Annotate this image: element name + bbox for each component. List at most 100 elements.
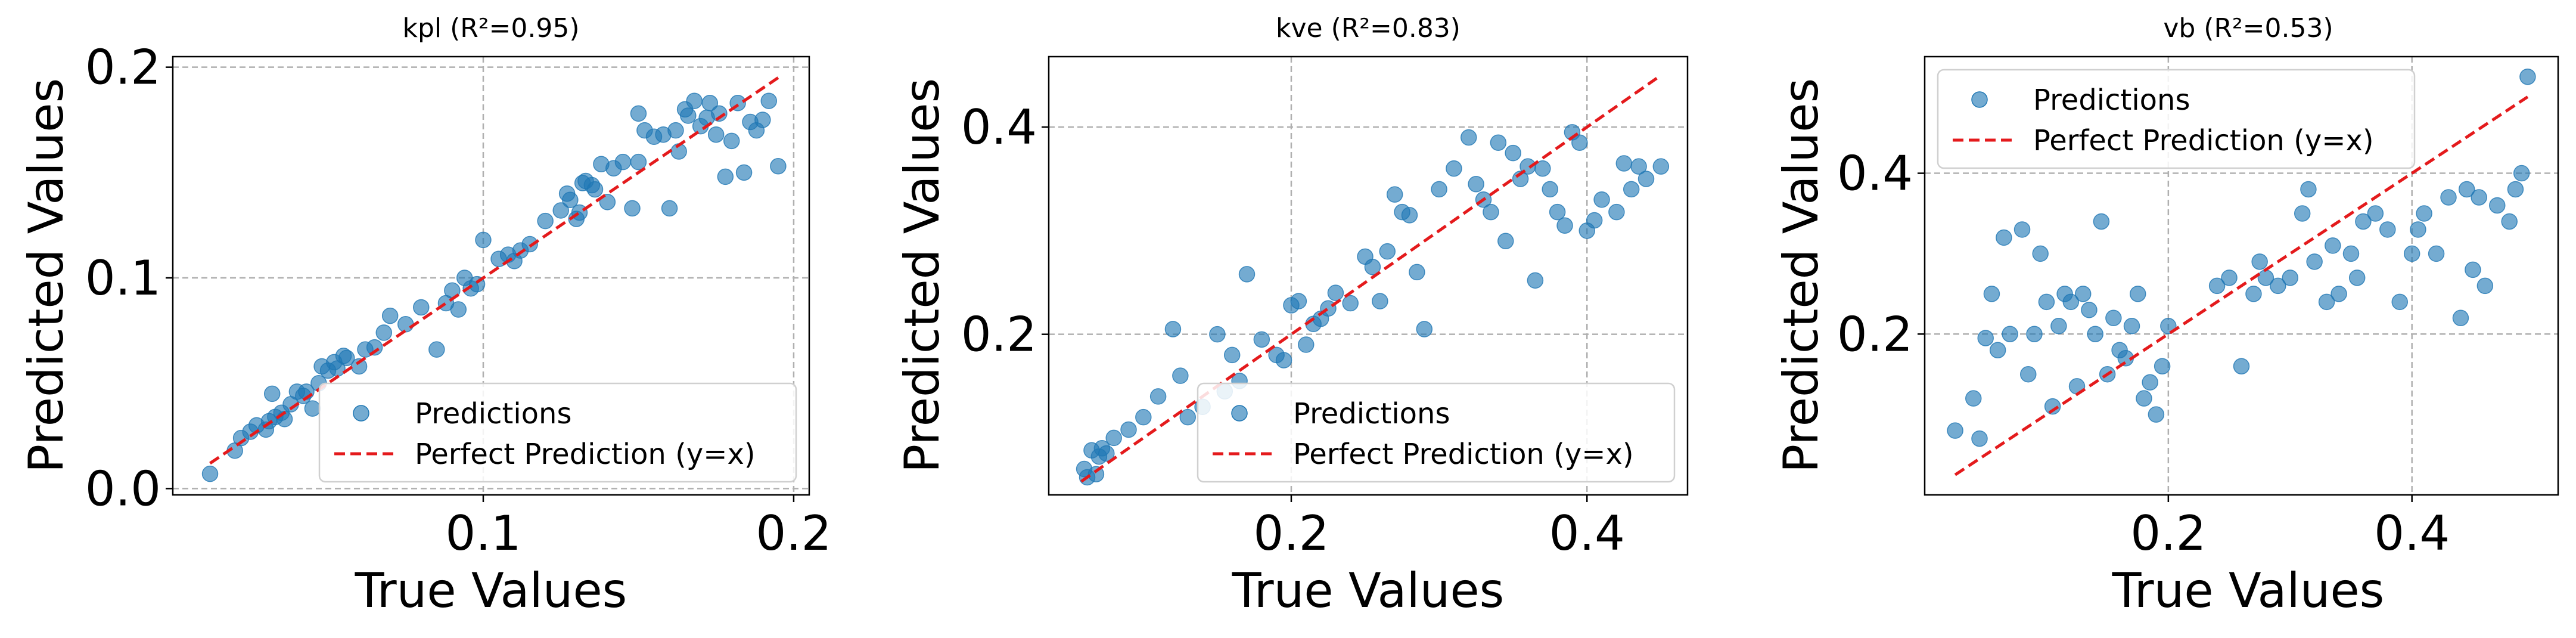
prediction-point bbox=[2300, 181, 2317, 198]
prediction-point bbox=[2038, 293, 2055, 311]
prediction-point bbox=[754, 112, 771, 128]
x-tick-label: 0.1 bbox=[445, 506, 521, 561]
prediction-point bbox=[2489, 197, 2506, 214]
prediction-point bbox=[2020, 366, 2037, 383]
prediction-point bbox=[2318, 293, 2335, 311]
prediction-point bbox=[630, 105, 647, 122]
prediction-point bbox=[1637, 171, 1655, 187]
prediction-point bbox=[614, 153, 632, 171]
prediction-point bbox=[2129, 286, 2146, 302]
x-axis-title-kpl: True Values bbox=[355, 563, 627, 618]
prediction-point bbox=[1253, 331, 1270, 348]
prediction-point bbox=[2325, 237, 2341, 254]
prediction-point bbox=[2013, 221, 2031, 238]
prediction-point bbox=[667, 122, 684, 139]
prediction-point bbox=[1087, 466, 1105, 482]
y-axis-title-kpl: Predicted Values bbox=[18, 78, 74, 473]
prediction-point bbox=[2428, 245, 2445, 262]
legend-label-perfect-prediction: Perfect Prediction (y=x) bbox=[1293, 438, 1634, 471]
y-tick-label: 0.2 bbox=[961, 307, 1037, 363]
x-tick-label: 0.2 bbox=[756, 506, 831, 561]
y-tick-label: 0.2 bbox=[85, 40, 161, 95]
prediction-point bbox=[450, 301, 467, 318]
prediction-point bbox=[1549, 203, 1566, 221]
prediction-point bbox=[1223, 346, 1241, 364]
prediction-point bbox=[1483, 203, 1499, 221]
panel-kpl: kpl (R²=0.95) Predicted Values True Valu… bbox=[18, 13, 832, 618]
prediction-point bbox=[701, 94, 719, 112]
prediction-point bbox=[2452, 309, 2469, 327]
x-tick-label: 0.4 bbox=[1549, 506, 1625, 561]
prediction-point bbox=[1164, 321, 1182, 337]
prediction-point bbox=[1983, 286, 2000, 302]
prediction-point bbox=[1372, 293, 1388, 309]
prediction-point bbox=[2270, 277, 2286, 295]
legend-box bbox=[1197, 382, 1676, 483]
prediction-point bbox=[2136, 390, 2152, 407]
prediction-point bbox=[562, 191, 579, 209]
prediction-point bbox=[2379, 221, 2396, 238]
prediction-point bbox=[1615, 155, 1633, 172]
prediction-point bbox=[1364, 258, 1381, 275]
x-axis-title-vb: True Values bbox=[2112, 563, 2385, 618]
prediction-point bbox=[413, 299, 430, 316]
plot-title-vb: vb (R²=0.53) bbox=[2163, 13, 2333, 44]
legend-vb: Predictions Perfect Prediction (y=x) bbox=[1937, 69, 2416, 169]
predictions-series-kpl bbox=[201, 92, 787, 482]
prediction-point bbox=[1989, 342, 2006, 358]
legend-box bbox=[1937, 69, 2416, 169]
prediction-point bbox=[2148, 406, 2165, 423]
prediction-point bbox=[717, 168, 734, 185]
prediction-point bbox=[2093, 213, 2110, 230]
prediction-point bbox=[1947, 422, 1963, 439]
prediction-point bbox=[428, 341, 445, 358]
prediction-point bbox=[2342, 245, 2360, 262]
plot-frame-kpl bbox=[172, 55, 810, 496]
legend-box bbox=[318, 382, 797, 483]
y-axis-title-kve: Predicted Values bbox=[894, 78, 950, 473]
prediction-point bbox=[2476, 277, 2494, 295]
prediction-point bbox=[707, 126, 725, 143]
prediction-point bbox=[1179, 408, 1197, 426]
prediction-point bbox=[1652, 158, 1670, 175]
prediction-point bbox=[661, 200, 678, 217]
prediction-point bbox=[2075, 286, 2092, 302]
prediction-point bbox=[2416, 205, 2432, 222]
prediction-point bbox=[1098, 445, 1115, 462]
prediction-point bbox=[1379, 243, 1396, 260]
legend-label-predictions: Predictions bbox=[1293, 397, 1450, 431]
prediction-point bbox=[2221, 270, 2238, 286]
prediction-point bbox=[2105, 309, 2122, 327]
plot-title-kve: kve (R²=0.83) bbox=[1276, 13, 1461, 44]
prediction-point bbox=[2367, 205, 2384, 222]
prediction-point bbox=[1623, 181, 1640, 198]
prediction-point bbox=[366, 339, 383, 356]
y-tick-label: 0.4 bbox=[961, 100, 1037, 155]
x-tick-label: 0.2 bbox=[2130, 506, 2206, 561]
x-axis-title-kve: True Values bbox=[1232, 563, 1505, 618]
prediction-point bbox=[1556, 217, 1573, 234]
prediction-point bbox=[1468, 175, 1484, 193]
prediction-point bbox=[2465, 261, 2481, 278]
legend-label-perfect-prediction: Perfect Prediction (y=x) bbox=[2033, 124, 2374, 157]
prediction-point bbox=[630, 153, 647, 171]
prediction-point bbox=[1275, 352, 1292, 368]
prediction-point bbox=[2348, 270, 2366, 286]
prediction-point bbox=[2403, 245, 2420, 262]
legend-label-predictions: Predictions bbox=[2033, 83, 2190, 117]
prediction-point bbox=[2507, 181, 2524, 198]
prediction-point bbox=[2282, 270, 2299, 286]
prediction-point bbox=[1460, 129, 1477, 146]
prediction-point bbox=[2519, 68, 2536, 85]
prediction-point bbox=[680, 107, 697, 124]
prediction-point bbox=[1135, 408, 1152, 426]
prediction-point bbox=[375, 324, 393, 341]
prediction-point bbox=[1542, 181, 1558, 198]
x-tick-label: 0.4 bbox=[2374, 506, 2450, 561]
legend-kpl: Predictions Perfect Prediction (y=x) bbox=[318, 382, 797, 483]
prediction-point bbox=[1386, 186, 1403, 203]
prediction-point bbox=[263, 385, 281, 402]
prediction-point bbox=[1630, 158, 1647, 175]
perfect-prediction-line bbox=[209, 76, 779, 465]
